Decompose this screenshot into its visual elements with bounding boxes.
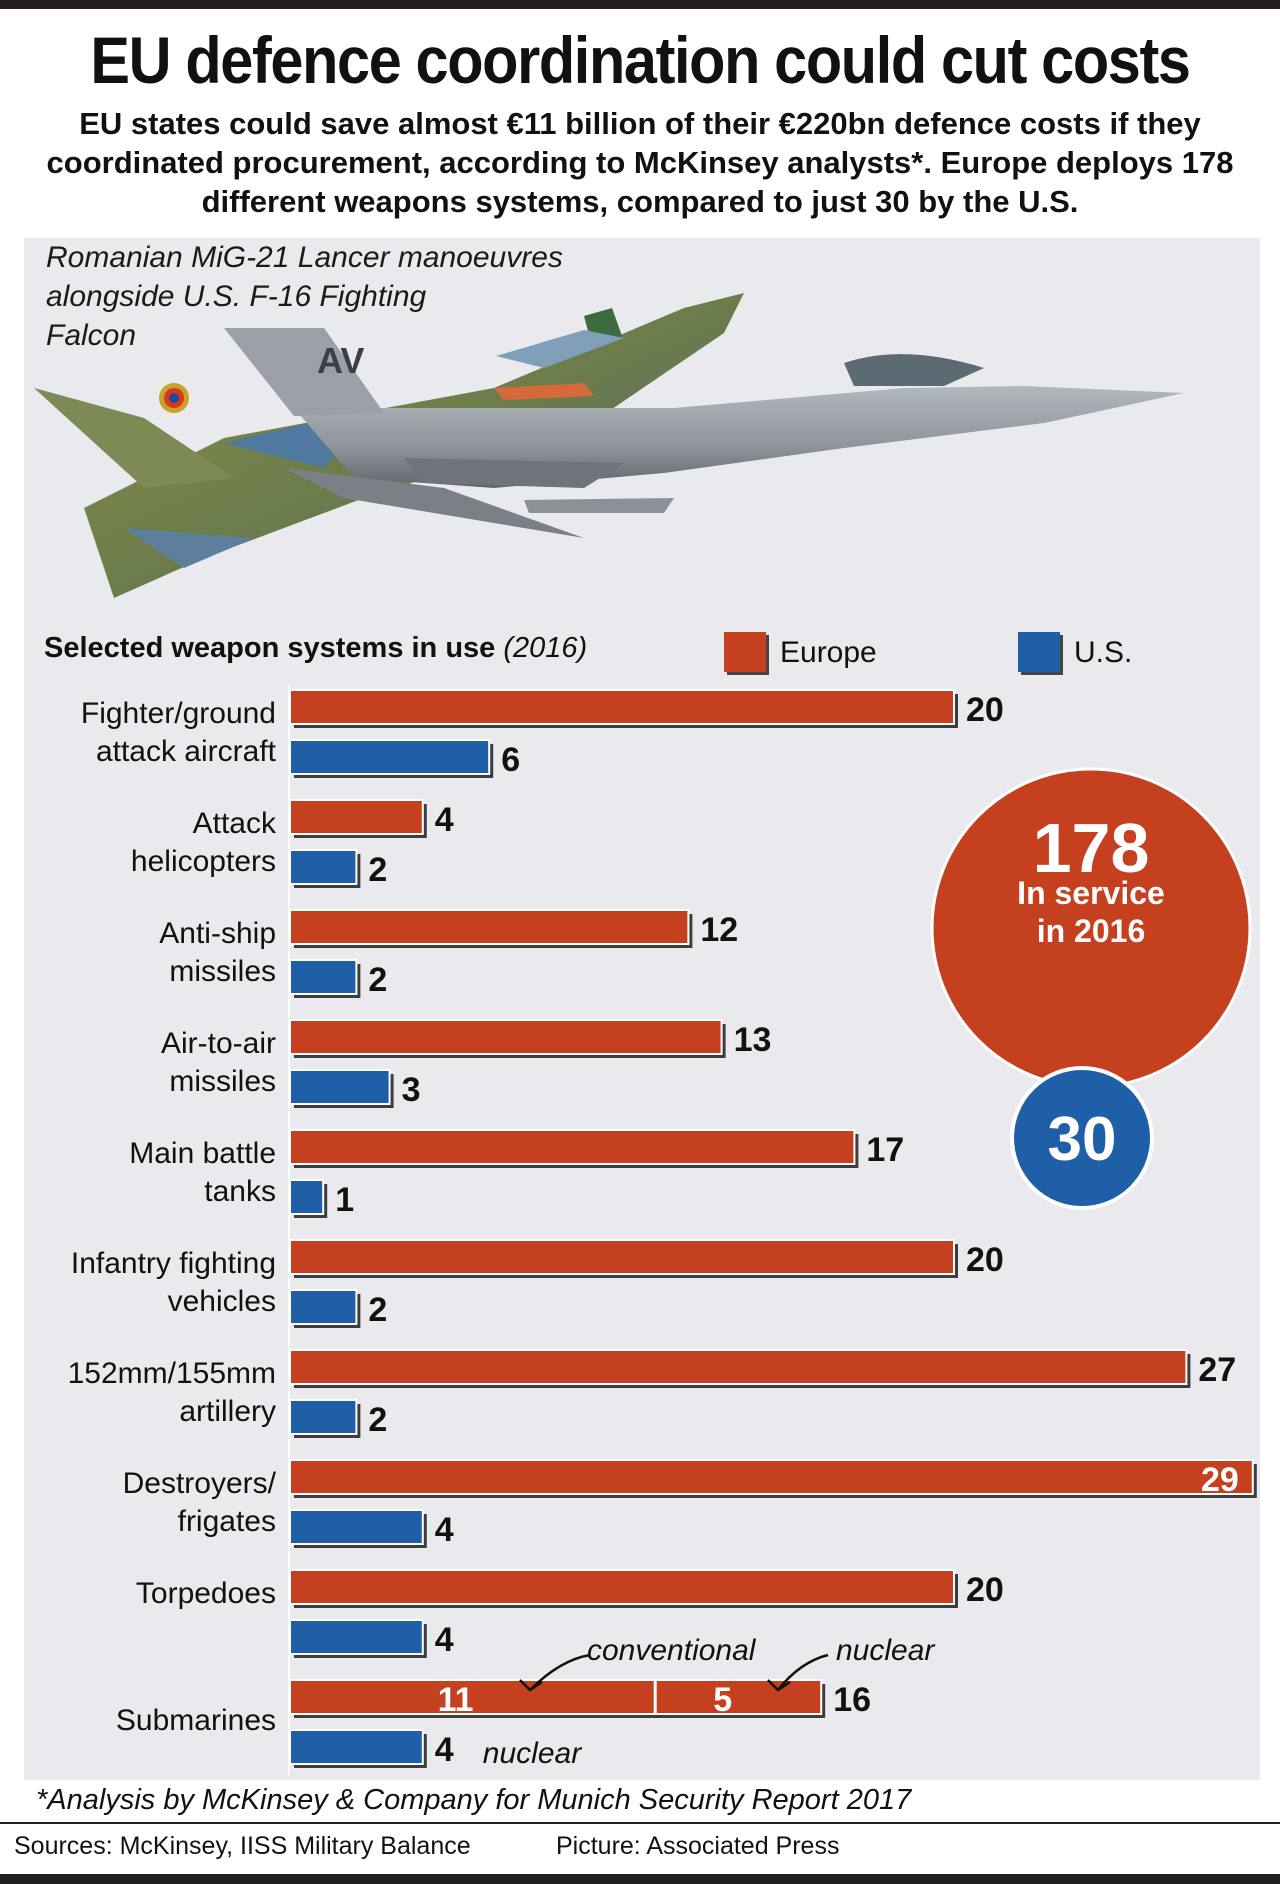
total-us-circle <box>1010 1066 1154 1210</box>
bottom-rule <box>0 1874 1280 1884</box>
value-label-us: 6 <box>501 741 520 779</box>
legend-label-europe: Europe <box>780 636 877 669</box>
category-label: missiles <box>169 955 276 988</box>
value-label-us: 4 <box>435 1621 454 1659</box>
bar-europe <box>289 1019 723 1055</box>
bar-us <box>289 1289 358 1325</box>
value-label-europe: 13 <box>734 1021 772 1059</box>
total-europe-label: In service <box>1017 875 1165 911</box>
bar-us <box>289 1179 325 1215</box>
photo-caption: Romanian MiG-21 Lancer manoeuvres alongs… <box>46 238 563 355</box>
arrow-nuclear <box>777 1653 829 1691</box>
caption-line: Romanian MiG-21 Lancer manoeuvres <box>46 241 563 274</box>
bar-europe <box>289 1349 1188 1385</box>
bar-europe <box>289 1239 955 1275</box>
value-label-europe: 20 <box>966 1571 1004 1609</box>
value-label-us: 1 <box>335 1181 354 1219</box>
category-label: tanks <box>204 1175 276 1208</box>
bar-us <box>289 739 491 775</box>
picture-credit: Picture: Associated Press <box>556 1832 840 1860</box>
footer-rule <box>0 1822 1280 1824</box>
category-label: vehicles <box>168 1285 276 1318</box>
bar-us <box>289 1619 424 1655</box>
bar-us <box>289 1069 391 1105</box>
category-label: Main battle <box>129 1137 276 1170</box>
bar-us <box>289 849 358 885</box>
value-label-conventional: 11 <box>438 1681 474 1719</box>
category-label: Infantry fighting <box>71 1247 276 1280</box>
chart-title: Selected weapon systems in use (2016) <box>44 632 587 665</box>
category-label: artillery <box>179 1395 276 1428</box>
value-label-europe: 29 <box>1201 1461 1239 1499</box>
value-label-us: 3 <box>402 1071 421 1109</box>
category-label: Attack <box>193 807 277 840</box>
value-label-europe: 16 <box>833 1681 871 1719</box>
bar-europe <box>289 1459 1254 1495</box>
bar-europe <box>289 1679 823 1715</box>
category-label: Submarines <box>116 1704 276 1737</box>
bar-us <box>289 1509 424 1545</box>
category-label: helicopters <box>131 845 276 878</box>
category-label: Air-to-air <box>161 1027 276 1060</box>
bar-europe <box>289 1569 955 1605</box>
chart-title-year: (2016) <box>503 632 588 664</box>
total-us-value: 30 <box>1048 1105 1117 1174</box>
category-label: missiles <box>169 1065 276 1098</box>
value-label-europe: 27 <box>1198 1351 1236 1389</box>
subtitle: EU states could save almost €11 billion … <box>46 106 1234 219</box>
caption-line: alongside U.S. F-16 Fighting <box>46 280 427 313</box>
category-label: Fighter/ground <box>81 697 276 730</box>
value-label-us: 2 <box>368 1401 387 1439</box>
category-label: Torpedoes <box>136 1577 276 1610</box>
legend-swatch-us <box>1018 632 1060 672</box>
category-label: 152mm/155mm <box>68 1357 276 1390</box>
bar-europe <box>289 1129 856 1165</box>
value-label-europe: 17 <box>866 1131 904 1169</box>
bar-us <box>289 1729 424 1765</box>
legend-label-us: U.S. <box>1074 636 1133 669</box>
value-label-europe: 12 <box>700 911 738 949</box>
value-label-us: 4 <box>435 1511 454 1549</box>
legend-swatch-europe <box>724 632 766 672</box>
total-europe-value: 178 <box>1033 809 1150 887</box>
top-rule <box>0 0 1280 9</box>
bar-europe <box>289 799 424 835</box>
bar-europe <box>289 909 690 945</box>
annotation-nuclear: nuclear <box>836 1634 935 1667</box>
category-label: frigates <box>178 1505 276 1538</box>
chart-title-text: Selected weapon systems in use <box>44 632 496 664</box>
value-label-us: 2 <box>368 1291 387 1329</box>
arrowhead-conventional <box>519 1679 543 1692</box>
value-label-us: 2 <box>368 961 387 999</box>
annotation-conventional: conventional <box>587 1634 757 1667</box>
tail-code: AV <box>317 340 364 381</box>
value-label-europe: 20 <box>966 1241 1004 1279</box>
jets-photo: AV <box>34 293 1184 598</box>
f16-jet <box>224 328 1184 538</box>
category-label: attack aircraft <box>96 735 277 768</box>
value-label-europe: 4 <box>435 801 454 839</box>
value-label-nuclear: 5 <box>713 1681 732 1719</box>
arrowhead-nuclear <box>767 1679 791 1692</box>
value-label-us: 4 <box>435 1731 454 1769</box>
footnote: *Analysis by McKinsey & Company for Muni… <box>36 1784 912 1816</box>
arrow-conventional <box>529 1653 591 1691</box>
bar-us <box>289 959 358 995</box>
value-label-us: 2 <box>368 851 387 889</box>
category-label: Destroyers/ <box>123 1467 277 1500</box>
sources: Sources: McKinsey, IISS Military Balance <box>14 1832 471 1860</box>
bar-europe <box>289 689 955 725</box>
total-europe-label: in 2016 <box>1037 913 1146 949</box>
value-label-europe: 20 <box>966 691 1004 729</box>
bar-us <box>289 1399 358 1435</box>
caption-line: Falcon <box>46 319 137 352</box>
page-title: EU defence coordination could cut costs <box>90 23 1191 97</box>
annotation-us-nuclear: nuclear <box>483 1737 582 1770</box>
category-label: Anti-ship <box>159 917 276 950</box>
